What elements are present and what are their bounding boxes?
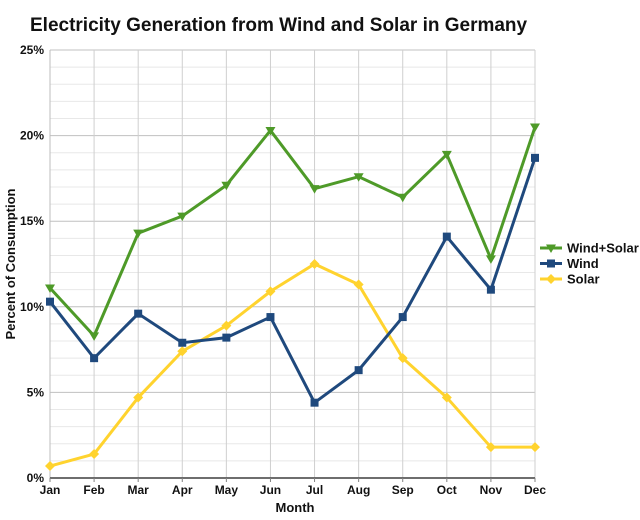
data-point-square [354,366,363,375]
data-point-diamond [265,286,276,297]
y-tick-label: 10% [20,300,44,314]
data-point-diamond [530,442,540,453]
data-point-triangle [546,244,556,253]
y-axis-title: Percent of Consumption [3,188,18,339]
x-tick-label: Mar [128,483,150,497]
data-point-triangle [89,332,100,341]
data-point-square [531,153,539,162]
data-point-triangle [221,181,232,191]
y-tick-label: 25% [20,43,44,57]
x-tick-label: Dec [524,483,546,497]
data-point-square [442,232,451,241]
data-point-triangle [530,123,540,133]
data-point-square [90,354,99,363]
data-point-diamond [485,442,496,453]
data-point-diamond [546,274,556,284]
data-point-triangle [441,150,452,160]
legend-label: Wind+Solar [567,241,639,256]
data-point-triangle [177,212,188,222]
x-tick-label: Nov [480,483,503,497]
data-point-square [310,398,319,407]
x-tick-label: Jun [260,483,281,497]
legend-item-wind: Wind [540,256,599,271]
data-point-triangle [353,173,364,182]
x-tick-label: Oct [437,483,457,497]
data-point-square [398,313,407,322]
chart-title: Electricity Generation from Wind and Sol… [30,15,528,36]
data-series [45,123,540,472]
series-line [48,157,537,405]
x-tick-label: Feb [83,483,104,497]
data-point-diamond [309,259,320,269]
series-line [48,126,537,339]
data-point-triangle [265,126,276,136]
series-solar [45,259,540,472]
series-wind [46,153,539,407]
x-tick-label: Jul [306,483,323,497]
data-point-diamond [353,279,364,290]
axes [49,50,536,482]
data-point-triangle [485,255,496,264]
x-tick-label: Jan [40,483,61,497]
data-point-triangle [45,284,55,293]
data-point-diamond [221,320,232,331]
legend-label: Wind [567,256,599,271]
tick-labels: 0% 5% 10% 15% 20% 25% Jan Feb Mar Apr May Jun Jul Aug… [20,43,546,497]
data-point-diamond [45,461,55,472]
series-wind-solar [45,123,540,341]
x-tick-label: Apr [172,483,193,497]
gridlines [50,49,536,478]
data-point-diamond [397,353,408,364]
series-line [49,262,535,468]
x-tick-label: May [215,483,239,497]
legend-label: Solar [567,272,600,287]
data-point-diamond [133,392,144,403]
data-point-diamond [177,346,188,357]
data-point-square [222,333,231,342]
legend-item-wind-solar: Wind+Solar [540,241,639,256]
data-point-triangle [133,229,144,239]
data-point-square [266,313,275,322]
data-point-triangle [397,193,408,203]
data-point-square [46,297,54,306]
x-tick-label: Sep [392,483,414,497]
x-axis-title: Month [276,500,315,515]
x-tick-label: Aug [347,483,370,497]
y-tick-label: 5% [27,385,45,399]
y-tick-label: 0% [27,471,45,485]
data-point-diamond [441,392,452,403]
data-point-square [178,338,187,347]
y-tick-label: 20% [20,129,44,143]
legend-item-solar: Solar [540,272,600,287]
y-tick-label: 15% [20,214,44,228]
data-point-square [547,259,555,268]
data-point-diamond [89,449,100,460]
data-point-square [486,285,495,294]
data-point-triangle [309,185,320,194]
data-point-square [134,309,143,318]
